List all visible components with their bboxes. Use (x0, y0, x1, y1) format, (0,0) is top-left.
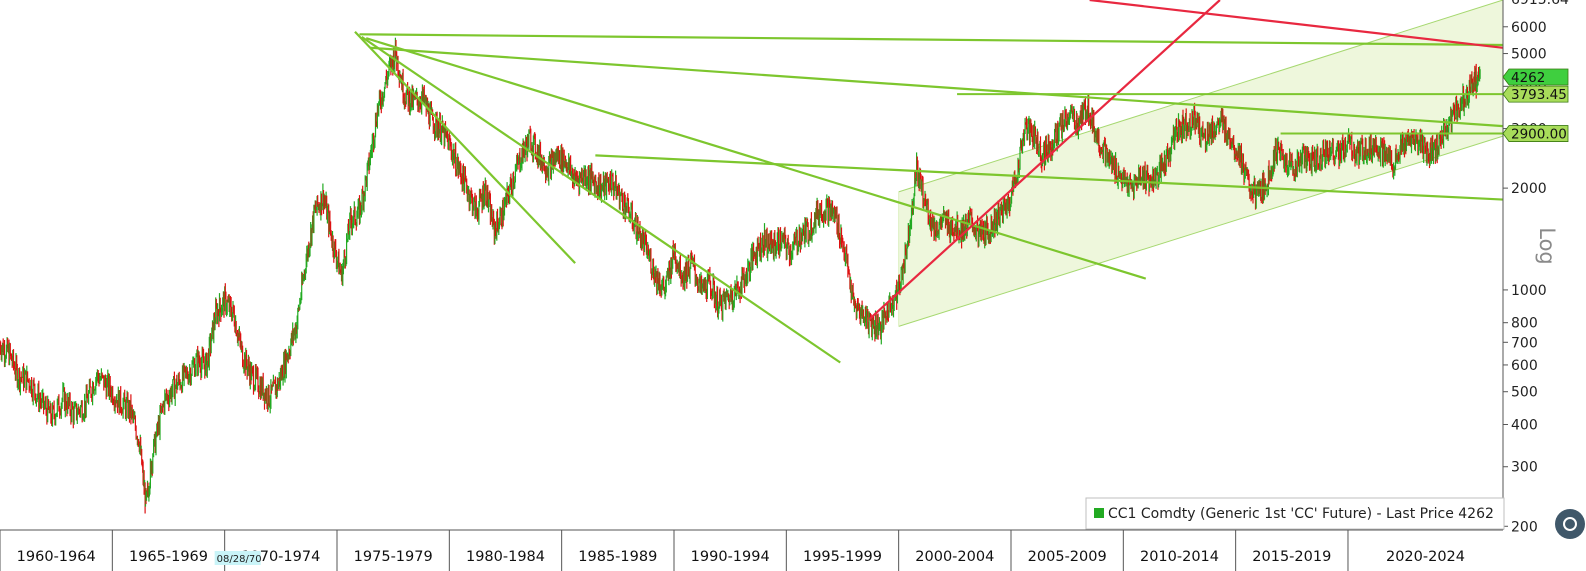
trendlines (354, 0, 1504, 364)
cursor-date-box (214, 551, 261, 565)
x-tick-label: 1960-1964 (17, 549, 96, 565)
y-tick-label: 6000 (1511, 20, 1547, 36)
x-tick-label: 1990-1994 (691, 549, 770, 565)
x-tick-label: 1975-1979 (354, 549, 433, 565)
x-tick-label: 2010-2014 (1140, 549, 1219, 565)
trendline-5 (365, 37, 1147, 280)
x-tick-label: 1995-1999 (803, 549, 882, 565)
y-tick-label: 800 (1511, 316, 1538, 332)
x-tick-label: 1965-1969 (129, 549, 208, 565)
x-tick-label: 2000-2004 (915, 549, 994, 565)
y-tick-label: 400 (1511, 417, 1538, 433)
last-price-tag: 4262 (1502, 68, 1569, 86)
y-tick-label: 500 (1511, 385, 1538, 401)
log-scale-label: Log (1535, 227, 1559, 265)
x-tick-label: 2005-2009 (1028, 549, 1107, 565)
x-tick-label: 2020-2024 (1386, 549, 1465, 565)
level-tag-1-text: 3793.45 (1511, 87, 1567, 103)
y-tick-label: 600 (1511, 358, 1538, 374)
gear-icon (1555, 509, 1585, 539)
level-tag-2-text: 2900.00 (1511, 127, 1567, 143)
legend-box: CC1 Comdty (Generic 1st 'CC' Future) - L… (1085, 497, 1505, 530)
y-tick-label: 5000 (1511, 47, 1547, 63)
settings-gear-button[interactable] (1555, 509, 1585, 539)
legend-swatch (1094, 508, 1104, 518)
legend-frame (1085, 497, 1505, 530)
level-tag-1-shape (1502, 85, 1569, 103)
price-series (0, 37, 1481, 514)
y-top-tick-label: 6915.64 (1511, 0, 1569, 8)
trendline-6 (595, 154, 1504, 201)
x-tick-label: 2015-2019 (1252, 549, 1331, 565)
trendline-3 (354, 30, 576, 264)
cursor-date-label: 08/28/70 (217, 554, 262, 565)
y-tick-label: 2000 (1511, 181, 1547, 197)
x-tick-label: 1985-1989 (578, 549, 657, 565)
channel-lower-edge (898, 135, 1504, 327)
trendline-8 (1089, 0, 1504, 49)
last-price-tag-shape (1502, 68, 1569, 86)
level-tag-2-shape (1502, 125, 1569, 142)
last-price-tag-text: 4262 (1511, 70, 1545, 86)
y-tick-label: 300 (1511, 460, 1538, 476)
trend-channel (898, 0, 1504, 327)
trendline-4 (361, 35, 841, 364)
x-tick-label: 1980-1984 (466, 549, 545, 565)
channel-fill (898, 0, 1503, 327)
trendline-2 (370, 46, 1504, 128)
y-tick-label: 200 (1511, 519, 1538, 535)
trendline-7 (868, 0, 1221, 320)
y-tick-label: 700 (1511, 335, 1538, 351)
y-tick-label: 1000 (1511, 283, 1547, 299)
level-tag-2: 2900.00 (1502, 125, 1569, 143)
trendline-1 (359, 33, 1504, 47)
level-tag-1: 3793.45 (1502, 85, 1569, 103)
legend-entry: CC1 Comdty (Generic 1st 'CC' Future) - L… (1108, 506, 1494, 522)
x-tick-label: 1970-1974 (241, 549, 320, 565)
horizontal-levels (957, 93, 1503, 135)
channel-upper-edge (898, 0, 1504, 193)
